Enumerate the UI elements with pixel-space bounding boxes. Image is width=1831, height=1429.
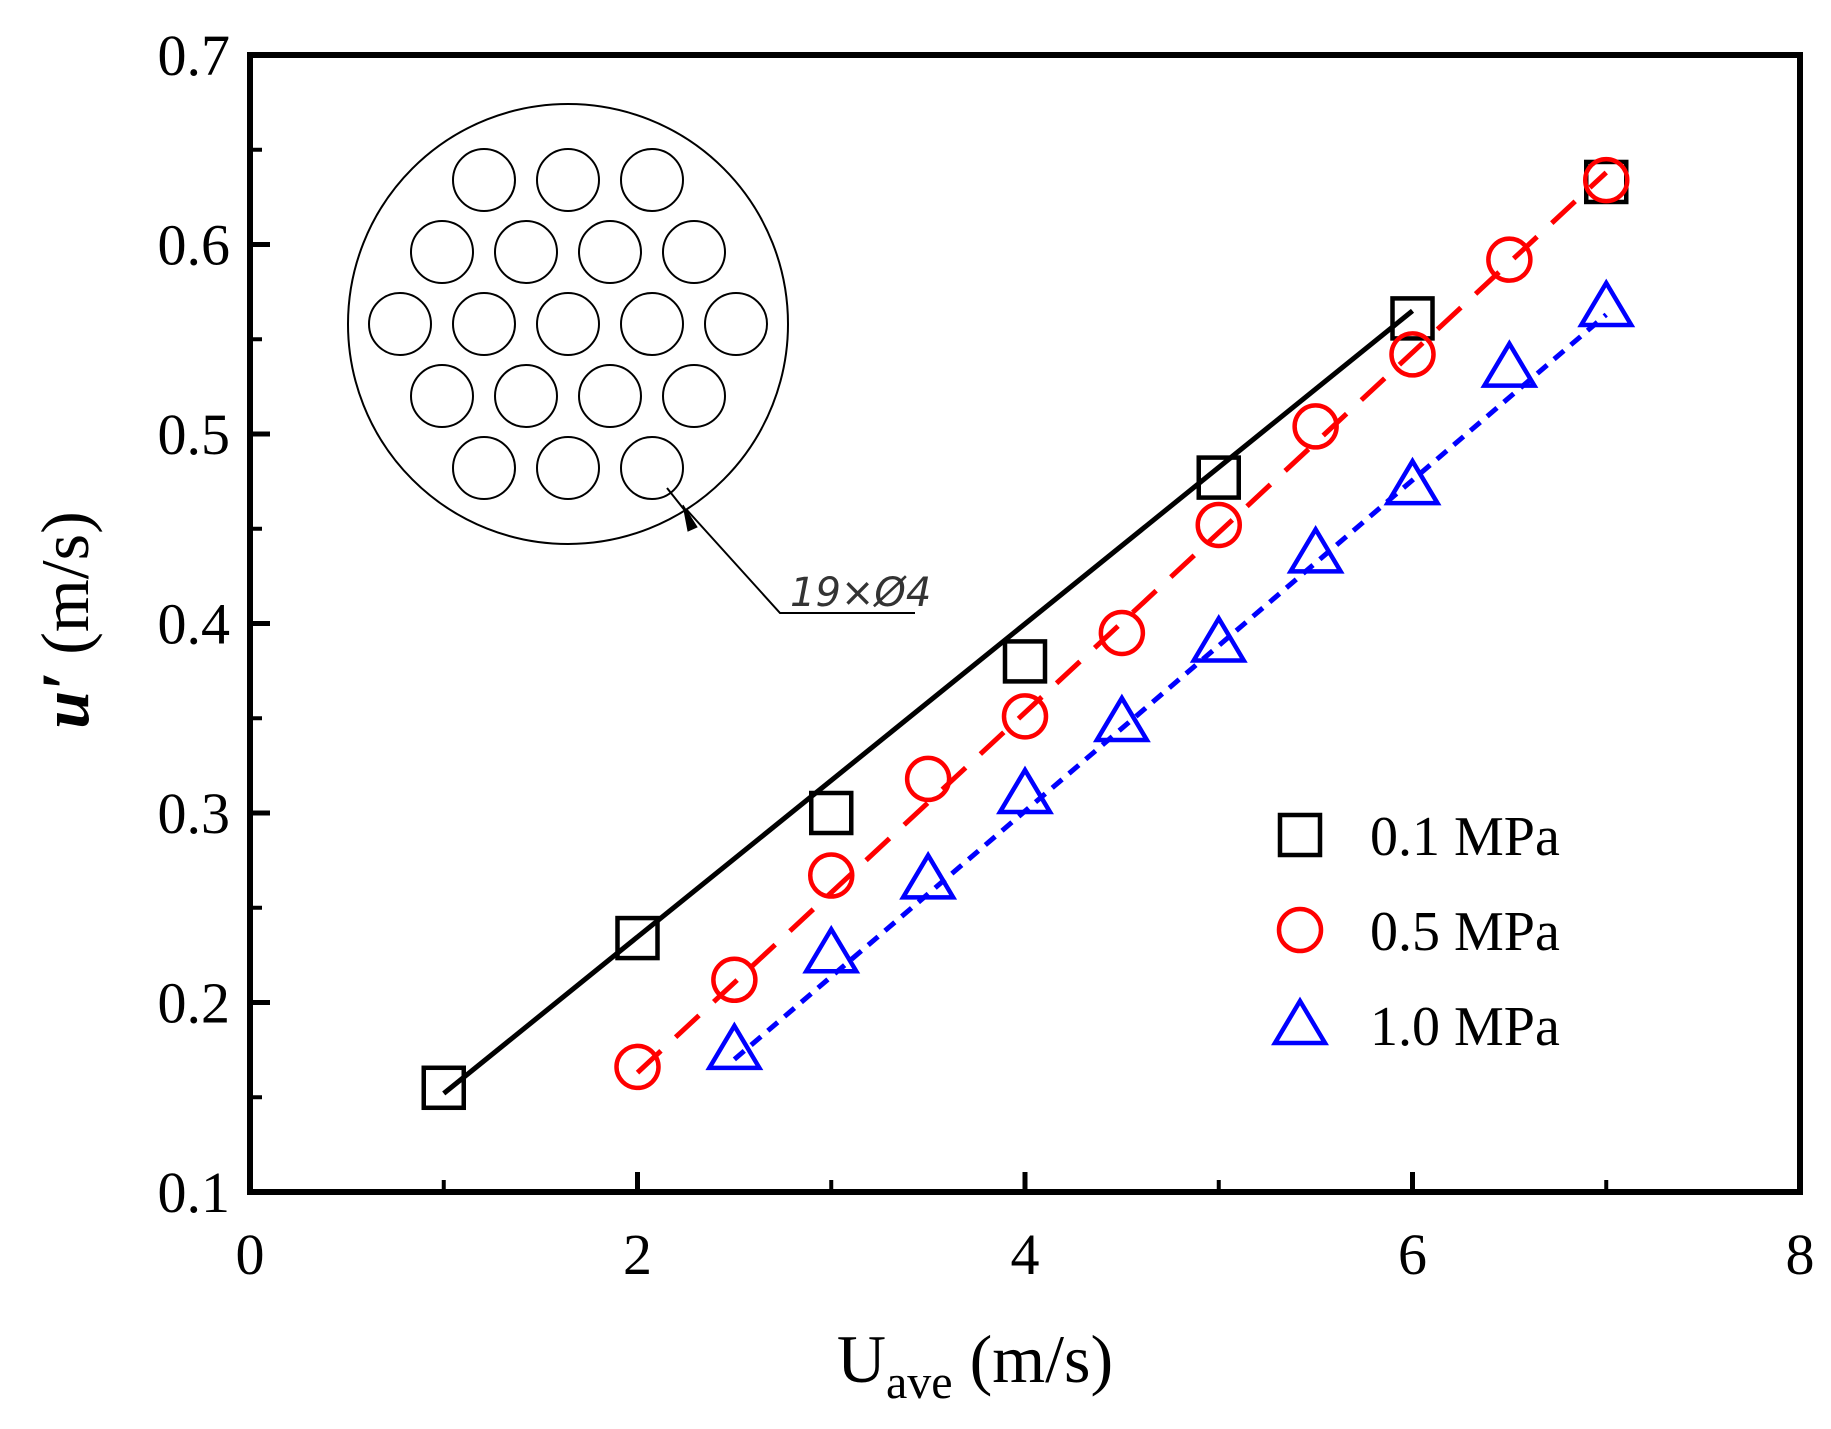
inset-cross-section-drawing bbox=[347, 103, 915, 614]
series-1-point-3 bbox=[904, 755, 952, 803]
inset-hole-12 bbox=[410, 364, 474, 428]
inset-hole-7 bbox=[368, 292, 432, 356]
x-axis-title-subscript: ave bbox=[886, 1356, 953, 1409]
series-2-point-1 bbox=[802, 924, 861, 974]
inset-hole-13 bbox=[494, 364, 558, 428]
series-1-point-2 bbox=[808, 852, 855, 899]
y-tick-label-0.6: 0.6 bbox=[158, 213, 231, 278]
inset-leader-tip bbox=[666, 487, 691, 518]
inset-hole-9 bbox=[536, 292, 600, 356]
series-1-point-4 bbox=[1001, 693, 1049, 740]
series-1-fit-line bbox=[635, 170, 1608, 1075]
inset-hole-2 bbox=[620, 148, 684, 212]
inset-hole-5 bbox=[578, 220, 642, 284]
inset-hole-1 bbox=[536, 148, 600, 212]
series-2-point-4 bbox=[1092, 693, 1151, 743]
series-1-point-9 bbox=[1486, 236, 1533, 283]
series-0-point-4 bbox=[1196, 455, 1241, 500]
series-1-point-0 bbox=[614, 1043, 661, 1091]
series-2-point-0 bbox=[705, 1021, 764, 1071]
inset-hole-6 bbox=[662, 220, 726, 284]
inset-hole-18 bbox=[620, 436, 684, 500]
series-2-fit-line bbox=[732, 312, 1608, 1062]
inset-hole-10 bbox=[620, 292, 684, 356]
legend: 0.1 MPa 0.5 MPa 1.0 MPa bbox=[1271, 806, 1560, 1058]
legend-label-2: 1.0 MPa bbox=[1370, 996, 1560, 1058]
inset-hole-11 bbox=[704, 292, 768, 356]
inset-hole-15 bbox=[662, 364, 726, 428]
series-2-point-6 bbox=[1286, 524, 1345, 574]
legend-marker-1 bbox=[1276, 906, 1324, 954]
inset-hole-14 bbox=[578, 364, 642, 428]
inset-hole-8 bbox=[452, 292, 516, 356]
y-axis-title-symbol: u′ bbox=[27, 672, 103, 729]
y-tick-label-0.1: 0.1 bbox=[158, 1160, 231, 1225]
y-tick-label-0.4: 0.4 bbox=[158, 592, 231, 657]
y-tick-label-0.2: 0.2 bbox=[158, 971, 231, 1036]
x-tick-label-0: 0 bbox=[236, 1222, 265, 1287]
series-2-point-7 bbox=[1383, 456, 1442, 506]
legend-marker-0 bbox=[1277, 812, 1323, 858]
y-tick-label-0.5: 0.5 bbox=[158, 402, 231, 467]
series-1-point-5 bbox=[1098, 609, 1146, 657]
y-axis-title: u′ (m/s) bbox=[27, 511, 103, 729]
series-1-point-7 bbox=[1292, 403, 1339, 450]
inset-leader-line bbox=[685, 508, 915, 614]
x-tick-label-8: 8 bbox=[1786, 1222, 1815, 1287]
legend-label-0: 0.1 MPa bbox=[1370, 806, 1560, 868]
inset-callout-label: 19×Ø4 bbox=[790, 570, 931, 616]
plot-layer: 0 2 4 6 8 0.1 0.2 0.3 0.4 0.5 0.6 0.7 bbox=[158, 23, 1815, 1287]
x-tick-label-6: 6 bbox=[1398, 1222, 1427, 1287]
inset-hole-16 bbox=[452, 436, 516, 500]
series-0-point-1 bbox=[615, 915, 660, 961]
inset-hole-17 bbox=[536, 436, 600, 500]
series-0-point-3 bbox=[1002, 639, 1048, 684]
series-0-fit-line bbox=[442, 308, 1415, 1096]
x-axis-title: Uave (m/s) bbox=[837, 1321, 1113, 1409]
legend-marker-2 bbox=[1271, 996, 1329, 1046]
series-2-point-2 bbox=[899, 850, 958, 900]
x-tick-label-2: 2 bbox=[623, 1222, 652, 1287]
series-2-point-9 bbox=[1577, 278, 1636, 328]
inset-hole-4 bbox=[494, 220, 558, 284]
series-2-point-5 bbox=[1189, 614, 1248, 663]
y-tick-label-0.7: 0.7 bbox=[158, 23, 231, 88]
series-2-point-3 bbox=[996, 765, 1054, 815]
series-1-point-6 bbox=[1195, 501, 1242, 549]
series-1-point-1 bbox=[711, 956, 758, 1004]
inset-hole-3 bbox=[410, 220, 474, 284]
series-1-point-10 bbox=[1583, 156, 1630, 204]
inset-hole-0 bbox=[452, 148, 516, 212]
series-0-point-0 bbox=[421, 1065, 466, 1111]
series-2-point-8 bbox=[1480, 339, 1539, 388]
inset-outer-circle bbox=[347, 103, 789, 545]
y-tick-label-0.3: 0.3 bbox=[158, 781, 231, 846]
series-1-point-8 bbox=[1389, 331, 1436, 378]
legend-label-1: 0.5 MPa bbox=[1370, 901, 1560, 963]
series-0-point-5 bbox=[1390, 296, 1435, 341]
x-tick-label-4: 4 bbox=[1011, 1222, 1040, 1287]
series-0-point-2 bbox=[809, 790, 854, 836]
